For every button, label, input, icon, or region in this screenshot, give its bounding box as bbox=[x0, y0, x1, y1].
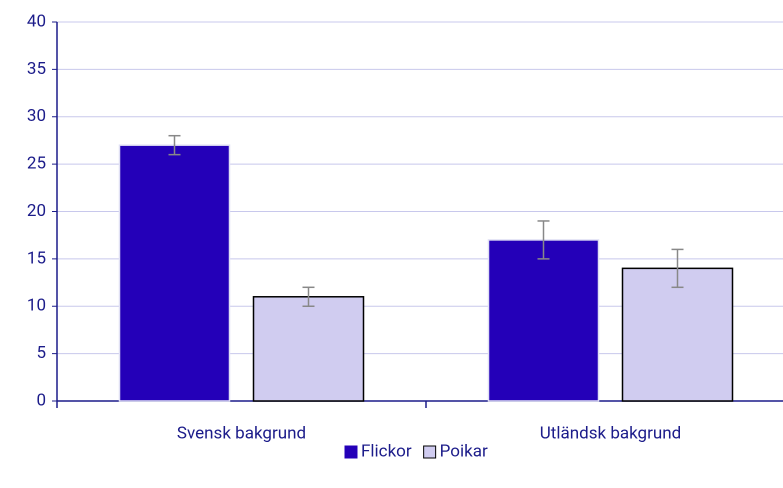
bar bbox=[487, 239, 600, 402]
error-bar bbox=[168, 134, 181, 156]
error-bar bbox=[302, 286, 315, 307]
x-tick-label: Svensk bakgrund bbox=[177, 423, 306, 443]
y-tick-label: 15 bbox=[27, 248, 46, 268]
error-bar bbox=[537, 220, 550, 260]
legend-label: Poikar bbox=[440, 441, 488, 461]
y-tick-label: 5 bbox=[36, 343, 46, 363]
y-tick-label: 30 bbox=[27, 106, 46, 126]
bar bbox=[252, 296, 365, 402]
legend-swatch bbox=[423, 445, 437, 459]
bar bbox=[621, 267, 734, 402]
x-tick-label: Utländsk bakgrund bbox=[540, 423, 681, 443]
y-tick-label: 40 bbox=[27, 11, 46, 31]
y-tick-label: 10 bbox=[27, 296, 46, 316]
legend-swatch bbox=[344, 445, 358, 459]
y-tick-label: 25 bbox=[27, 154, 46, 174]
y-tick-label: 35 bbox=[27, 59, 46, 79]
y-tick-label: 0 bbox=[36, 390, 46, 410]
legend-label: Flickor bbox=[361, 441, 412, 461]
y-tick-label: 20 bbox=[27, 201, 46, 221]
error-bar bbox=[671, 248, 684, 289]
bar bbox=[118, 144, 231, 402]
